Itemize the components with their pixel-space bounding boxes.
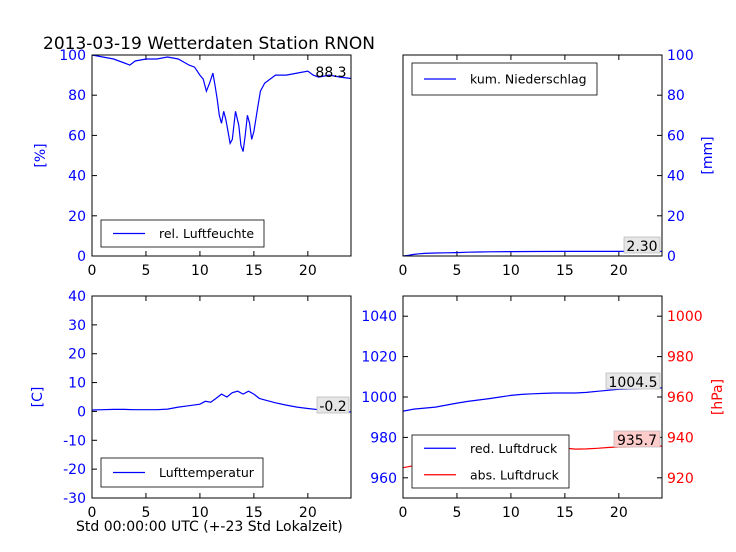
legend-box: [411, 434, 570, 489]
y-tick-label: 0: [667, 249, 676, 265]
x-tick-label: 20: [299, 505, 317, 521]
y-tick-label: 960: [370, 471, 397, 487]
plot-frame: [91, 295, 352, 499]
legend-label: Lufttemperatur: [159, 465, 255, 480]
x-tick-label: 0: [399, 263, 408, 279]
plot-frame: [402, 295, 663, 499]
y-tick-label: 0: [77, 249, 86, 265]
legend-label: rel. Luftfeuchte: [159, 226, 254, 241]
series-line: [403, 387, 662, 412]
y-right-axis-title: [hPa]: [710, 379, 726, 415]
x-tick-label: 15: [556, 263, 574, 279]
legend-label: kum. Niederschlag: [470, 72, 587, 87]
y-tick-label: 40: [68, 169, 86, 185]
x-tick-label: 5: [141, 505, 150, 521]
x-tick-label: 10: [191, 505, 209, 521]
y-tick-label: 80: [667, 88, 685, 104]
y-right-tick-label: 1000: [667, 309, 703, 325]
last-value-label: 1004.5: [609, 375, 658, 391]
x-tick-label: 20: [299, 263, 317, 279]
y-tick-label: 100: [59, 48, 86, 64]
y-tick-label: 60: [667, 128, 685, 144]
y-tick-label: 0: [77, 404, 86, 420]
last-value-box: [623, 236, 661, 254]
y-tick-label: 1000: [361, 390, 397, 406]
y-tick-label: -10: [63, 433, 86, 449]
x-tick-label: 0: [399, 505, 408, 521]
y-axis-title: [C]: [30, 387, 46, 408]
y-tick-label: -20: [63, 462, 86, 478]
y-right-tick-label: 940: [667, 430, 694, 446]
y-right-tick-label: 960: [667, 390, 694, 406]
series-line: [92, 55, 351, 152]
y-tick-label: 980: [370, 430, 397, 446]
last-value-box: [613, 430, 661, 448]
series-line: [403, 250, 662, 256]
plot-frame: [91, 54, 352, 257]
y-tick-label: 30: [68, 318, 86, 334]
x-tick-label: 10: [191, 263, 209, 279]
x-tick-label: 20: [610, 263, 628, 279]
panel-1: 0 5 10 15 20 0 20 40 60 80 100 [%] rel. Luftfeuchte 8…: [33, 48, 352, 279]
panel-4: 0 5 10 15 20 960 980 1000 1020 1040 920 940 960 980 10…: [361, 295, 726, 521]
x-axis-label: Std 00:00:00 UTC (+-23 Std Lokalzeit): [76, 519, 343, 535]
last-value-label: -0.2: [319, 399, 346, 415]
y-tick-label: 20: [68, 347, 86, 363]
x-tick-label: 15: [245, 263, 263, 279]
last-value-label: 88.3: [315, 65, 346, 81]
legend-label: abs. Luftdruck: [470, 467, 560, 482]
y-tick-label: 1020: [361, 350, 397, 366]
x-tick-label: 10: [502, 263, 520, 279]
x-tick-label: 5: [452, 263, 461, 279]
panel-2: 0 5 10 15 20 0 20 40 60 80 100 [mm] kum. Niederschla…: [399, 48, 716, 279]
x-tick-label: 20: [610, 505, 628, 521]
y-tick-label: 100: [667, 48, 694, 64]
figure-title: 2013-03-19 Wetterdaten Station RNON: [43, 34, 375, 54]
last-value-label: 935.7: [617, 433, 657, 449]
y-tick-label: 80: [68, 88, 86, 104]
last-value-box: [316, 396, 350, 414]
y-right-tick-label: 980: [667, 350, 694, 366]
y-axis-title: [mm]: [700, 136, 716, 174]
legend-label: red. Luftdruck: [470, 441, 558, 456]
y-axis-title: [%]: [33, 143, 49, 167]
x-tick-label: 5: [141, 263, 150, 279]
y-tick-label: 20: [68, 209, 86, 225]
x-tick-label: 10: [502, 505, 520, 521]
x-tick-label: 0: [88, 505, 97, 521]
y-tick-label: 40: [68, 289, 86, 305]
y-tick-label: 10: [68, 376, 86, 392]
y-right-tick-label: 920: [667, 471, 694, 487]
plot-frame: [402, 54, 663, 257]
y-tick-label: 60: [68, 128, 86, 144]
x-tick-label: 15: [245, 505, 263, 521]
series-line: [92, 390, 351, 413]
last-value-label: 2.30: [626, 239, 657, 255]
y-tick-label: 40: [667, 169, 685, 185]
y-tick-label: 20: [667, 209, 685, 225]
last-value-box: [605, 372, 661, 390]
x-tick-label: 0: [88, 263, 97, 279]
x-tick-label: 15: [556, 505, 574, 521]
panel-3: 0 5 10 15 20 -30 -20 -10 0 10 20 30 40 [C] Lufttempera…: [30, 289, 352, 521]
x-tick-label: 5: [452, 505, 461, 521]
y-tick-label: -30: [63, 491, 86, 507]
y-tick-label: 1040: [361, 309, 397, 325]
